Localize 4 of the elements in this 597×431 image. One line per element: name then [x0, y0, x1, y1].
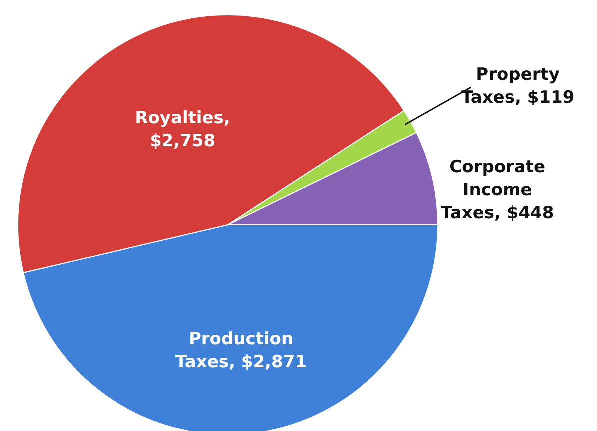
slice-label: Property Taxes, $119 [461, 65, 575, 108]
slice-label: Corporate Income Taxes, $448 [441, 157, 554, 224]
slice-label: Production Taxes, $2,871 [176, 330, 307, 373]
slice-label: Royalties, $2,758 [135, 108, 230, 152]
